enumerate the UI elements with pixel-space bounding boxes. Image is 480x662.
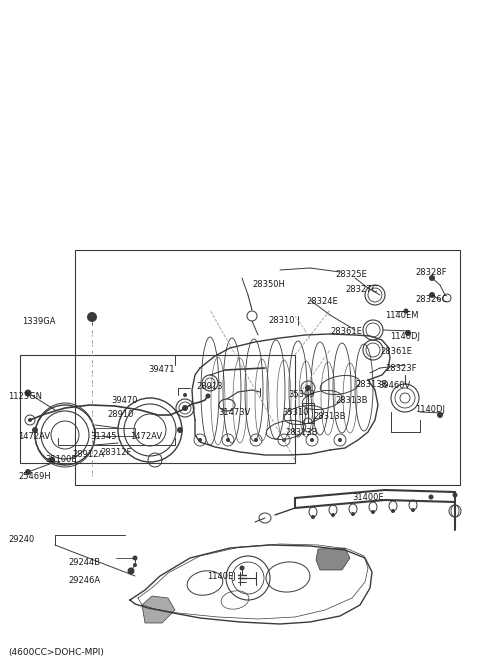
Bar: [20, 355, 295, 463]
Text: 39470: 39470: [111, 396, 137, 405]
Text: 28328F: 28328F: [415, 268, 446, 277]
Text: 1140EM: 1140EM: [385, 311, 419, 320]
Text: 31345: 31345: [90, 432, 117, 441]
Circle shape: [331, 513, 335, 517]
Text: 28326C: 28326C: [415, 295, 447, 304]
Text: 28312F: 28312F: [100, 448, 132, 457]
Text: 35310: 35310: [282, 408, 309, 417]
Text: 28313B: 28313B: [285, 428, 317, 437]
Circle shape: [411, 508, 415, 512]
Text: 39460V: 39460V: [378, 381, 410, 390]
Circle shape: [132, 555, 137, 561]
Text: 39471: 39471: [148, 365, 175, 374]
Text: 28323F: 28323F: [385, 364, 417, 373]
Text: 31473V: 31473V: [218, 408, 251, 417]
Circle shape: [391, 509, 395, 513]
Text: 1339GA: 1339GA: [22, 317, 56, 326]
Text: 1140EJ: 1140EJ: [207, 572, 236, 581]
Bar: [302, 403, 314, 423]
Circle shape: [240, 565, 244, 571]
Circle shape: [310, 438, 314, 442]
Text: 28913: 28913: [196, 382, 223, 391]
Text: 28327C: 28327C: [345, 285, 377, 294]
Circle shape: [429, 292, 435, 298]
Circle shape: [128, 567, 134, 575]
Text: 28324E: 28324E: [306, 297, 338, 306]
Text: 28313B: 28313B: [313, 412, 346, 421]
Bar: [75, 250, 460, 485]
Text: 28361E: 28361E: [330, 327, 362, 336]
Circle shape: [49, 457, 55, 463]
Text: 35100E: 35100E: [45, 455, 77, 464]
Text: 28313B: 28313B: [335, 396, 368, 405]
Text: 29240: 29240: [8, 535, 34, 544]
Text: 1472AV: 1472AV: [130, 432, 162, 441]
Circle shape: [205, 393, 211, 399]
Circle shape: [25, 469, 31, 475]
Polygon shape: [316, 548, 350, 570]
Text: 28310: 28310: [268, 316, 295, 325]
Text: (4600CC>DOHC-MPI): (4600CC>DOHC-MPI): [8, 648, 104, 657]
Circle shape: [254, 438, 258, 442]
Circle shape: [437, 412, 443, 418]
Text: 28361E: 28361E: [380, 347, 412, 356]
Circle shape: [429, 275, 435, 281]
Circle shape: [405, 330, 411, 336]
Circle shape: [371, 510, 375, 514]
Circle shape: [24, 389, 32, 397]
Polygon shape: [142, 596, 175, 623]
Circle shape: [183, 393, 187, 397]
Circle shape: [429, 495, 433, 500]
Text: 28313B: 28313B: [355, 380, 387, 389]
Text: 35309: 35309: [288, 390, 314, 399]
Bar: [95, 428, 135, 436]
Text: 28325E: 28325E: [335, 270, 367, 279]
Text: 28350H: 28350H: [252, 280, 285, 289]
Text: 29246A: 29246A: [68, 576, 100, 585]
Circle shape: [351, 512, 355, 516]
Circle shape: [311, 515, 315, 519]
Text: 1123GN: 1123GN: [8, 392, 42, 401]
Circle shape: [182, 405, 188, 411]
Text: 1472AV: 1472AV: [18, 432, 50, 441]
Circle shape: [32, 427, 38, 433]
Text: 31400E: 31400E: [352, 493, 384, 502]
Text: 1140DJ: 1140DJ: [390, 332, 420, 341]
Text: 25469H: 25469H: [18, 472, 51, 481]
Circle shape: [177, 427, 183, 433]
Circle shape: [28, 418, 32, 422]
Text: 29244B: 29244B: [68, 558, 100, 567]
Circle shape: [338, 438, 342, 442]
Circle shape: [282, 438, 286, 442]
Circle shape: [453, 493, 457, 498]
Circle shape: [133, 563, 137, 567]
Circle shape: [404, 308, 408, 314]
Circle shape: [87, 312, 97, 322]
Text: 28910: 28910: [107, 410, 133, 419]
Circle shape: [305, 385, 311, 391]
Text: 28912A: 28912A: [72, 450, 104, 459]
Circle shape: [226, 438, 230, 442]
Circle shape: [198, 438, 202, 442]
Text: 1140DJ: 1140DJ: [415, 405, 445, 414]
